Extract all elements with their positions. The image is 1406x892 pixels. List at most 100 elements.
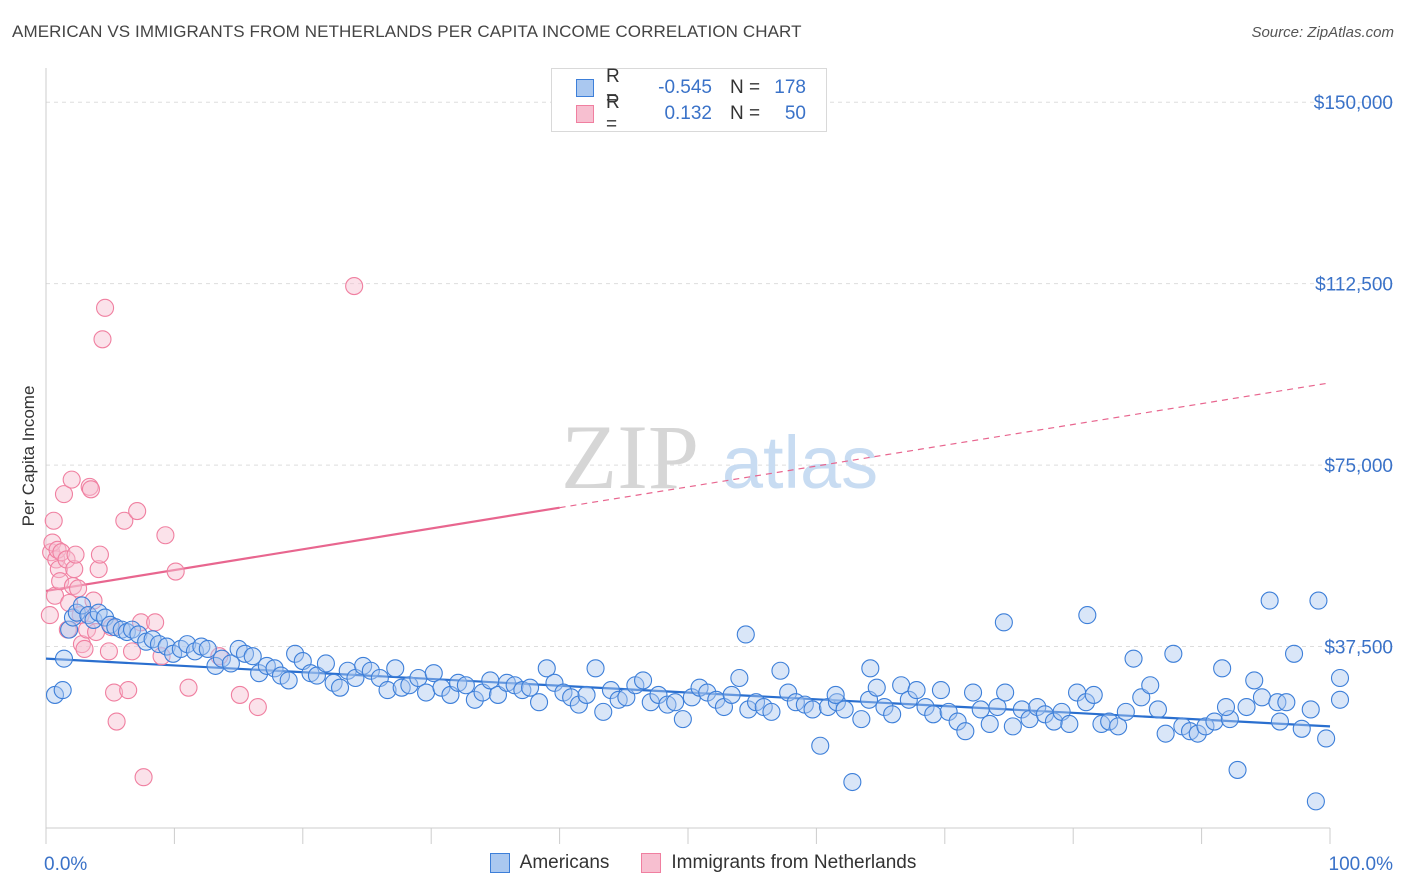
data-point [1078,606,1097,625]
legend-r-value: -0.545 [658,77,712,98]
data-point [44,511,63,530]
data-point [54,649,74,668]
bottom-legend-netherlands: Immigrants from Netherlands [641,852,916,874]
data-point [1260,591,1279,610]
data-point [577,685,596,704]
series-immigrants-netherlands [40,277,364,787]
data-point [907,681,926,700]
data-point [386,659,405,678]
data-point [736,625,755,644]
data-point [81,480,100,499]
data-point [178,635,197,654]
data-point [156,526,175,545]
data-point [994,613,1013,632]
data-point [243,647,262,666]
legend: R = -0.545 N = 178 R = 0.132 N = 50 [551,66,827,135]
trend-line [45,657,1331,728]
data-point [432,678,451,697]
data-point [988,697,1007,717]
data-point [1309,591,1328,610]
data-point [771,661,790,680]
axes [45,68,1331,844]
data-point [96,298,115,317]
legend-n-label: N = [730,103,761,124]
data-point [1220,710,1239,729]
data-point [1196,717,1215,736]
data-point [939,702,958,721]
data-point [545,673,564,692]
legend-r-label: R = [606,66,620,109]
data-point [316,654,335,673]
data-point [99,642,118,661]
legend-swatch-pink [576,105,594,123]
data-point [166,562,185,581]
data-point [107,712,126,731]
data-point [210,647,229,666]
data-point [1003,717,1022,736]
watermark-zip: ZIP [561,406,699,508]
data-point [417,683,436,702]
data-point [134,768,153,787]
data-point [115,511,134,530]
trend-line [45,506,560,592]
legend-r-value: 0.132 [664,103,712,124]
data-point [400,676,419,695]
data-point [72,635,92,654]
y-tick-label: $37,500 [1324,638,1393,659]
legend-swatch-blue [576,79,594,97]
data-point [1028,697,1047,717]
data-point [122,642,142,661]
data-point [1084,685,1103,704]
y-tick-label: $150,000 [1314,93,1393,114]
data-point [465,690,484,709]
data-point [66,545,85,564]
data-point [1141,676,1160,695]
legend-n-label: N = [730,77,761,98]
data-point [1245,671,1264,690]
data-point [586,659,605,678]
data-point [1270,712,1289,731]
legend-row-netherlands: R = 0.132 N = 50 [576,92,806,135]
data-point [569,695,588,714]
data-point [90,545,109,564]
y-tick-label: $75,000 [1324,456,1393,477]
data-point [739,700,758,719]
data-point [1132,688,1151,707]
data-point [1205,712,1224,731]
data-point [1292,719,1311,738]
data-point [594,702,613,721]
data-point [826,685,845,704]
data-point [361,661,380,680]
data-point [875,697,894,717]
y-tick-label: $112,500 [1315,275,1393,296]
data-point [1252,688,1271,707]
data-point [1330,668,1350,688]
data-point [666,693,685,712]
data-point [827,693,846,712]
data-point [75,639,94,659]
data-point [40,606,59,625]
data-point [54,485,74,504]
data-point [811,736,830,755]
data-point [956,722,975,741]
data-point [521,678,540,697]
data-point [57,550,76,569]
data-point [762,702,781,721]
data-point [698,683,717,702]
data-point [1076,693,1096,712]
data-point [84,591,103,610]
data-point [424,664,443,683]
data-point [119,681,138,700]
data-point [179,678,198,697]
data-point [1216,697,1236,717]
data-point [1100,712,1119,731]
data-point [230,685,249,704]
data-point [1317,729,1336,748]
data-point [206,656,225,675]
data-point [378,681,397,700]
data-point [1124,649,1143,668]
legend-r-label: R = [606,92,620,135]
data-point [488,685,508,704]
data-point [330,678,350,697]
data-point [72,596,92,615]
